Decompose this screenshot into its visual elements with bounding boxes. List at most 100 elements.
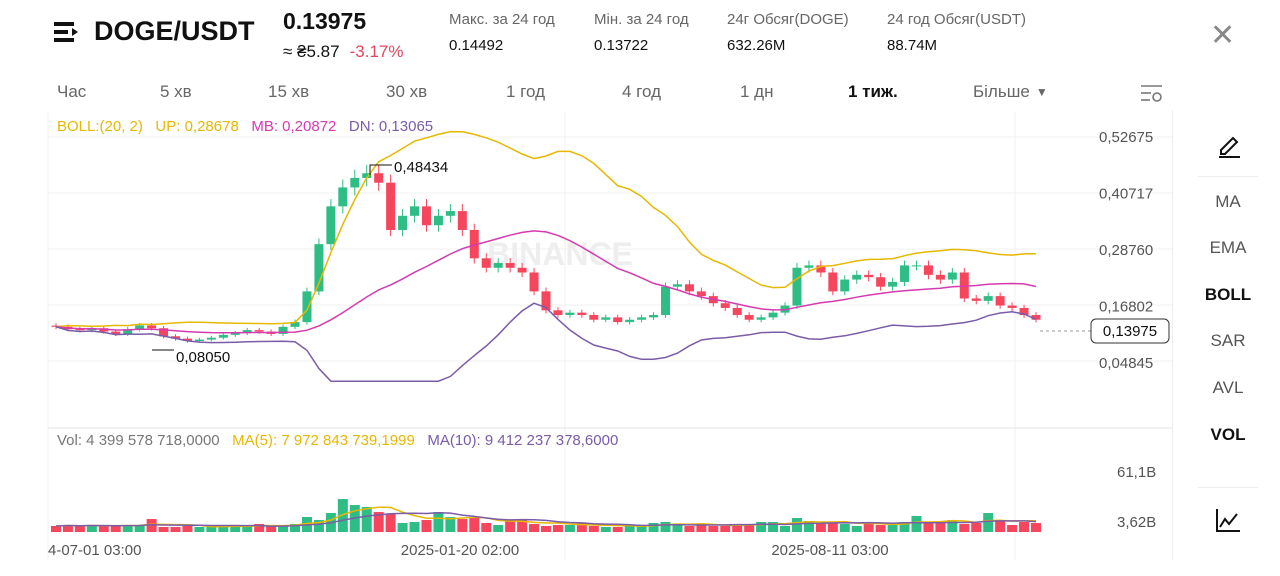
menu-icon <box>54 21 78 42</box>
price-tick-label: 0,40717 <box>1099 186 1153 203</box>
tab-more-label: Більше <box>973 82 1030 101</box>
boll-upper-line <box>55 130 1037 328</box>
volume-bar <box>385 514 396 532</box>
candle <box>159 328 169 337</box>
candle <box>326 206 336 245</box>
fiat-price: ≈ ₴5.87 -3.17% <box>283 42 403 62</box>
volume-bar <box>433 512 444 532</box>
volume-bar <box>74 526 85 532</box>
price-chart[interactable]: BINANCE0,526750,407170,287600,168020,048… <box>0 0 1172 576</box>
volume-bar <box>780 526 791 532</box>
price-tick-label: 0,52675 <box>1099 129 1153 146</box>
candle <box>338 187 348 207</box>
volume-bar <box>361 507 372 532</box>
tab-15m[interactable]: 15 хв <box>268 82 310 101</box>
candle <box>661 286 671 316</box>
volume-bar <box>158 527 169 532</box>
indicator-sar[interactable]: SAR <box>1210 331 1246 350</box>
candle <box>852 274 862 280</box>
volume-bar <box>552 525 563 532</box>
price-tick-label: 0,04845 <box>1099 355 1153 372</box>
time-axis-label: 2025-08-11 03:00 <box>771 542 888 559</box>
tab-time[interactable]: Час <box>57 82 87 101</box>
tab-1h[interactable]: 1 год <box>506 82 546 101</box>
stat-high: Макс. за 24 год 0.14492 <box>449 11 555 54</box>
candle <box>111 331 121 334</box>
volume-bar <box>481 523 492 532</box>
candle <box>135 325 145 330</box>
chart-type-icon[interactable] <box>1215 507 1241 533</box>
sidebar-separator <box>1198 176 1258 177</box>
indicator-boll[interactable]: BOLL <box>1204 285 1252 304</box>
indicator-vol[interactable]: VOL <box>1210 425 1246 444</box>
volume-bar <box>684 526 695 532</box>
candle <box>935 274 945 280</box>
stat-low: Мін. за 24 год 0.13722 <box>594 11 689 54</box>
volume-bar <box>290 524 301 532</box>
tab-more[interactable]: Більше ▼ <box>973 82 1048 102</box>
pencil-icon[interactable] <box>1216 132 1242 158</box>
candle <box>947 272 957 280</box>
candle <box>732 307 742 316</box>
volume-bar <box>1031 523 1041 532</box>
volume-bar <box>863 522 874 532</box>
candle <box>314 244 324 292</box>
candle <box>804 265 814 268</box>
candle <box>123 329 133 334</box>
volume-bar <box>122 525 133 532</box>
volume-bar <box>397 523 408 532</box>
volume-bar <box>648 523 659 532</box>
sidebar-separator <box>1198 487 1258 488</box>
candle <box>649 315 659 318</box>
indicator-ma[interactable]: MA <box>1215 192 1241 211</box>
candle <box>876 277 886 287</box>
candle <box>350 177 360 188</box>
candle <box>720 303 730 308</box>
candle <box>553 310 563 316</box>
volume-bar <box>660 522 671 532</box>
boll-dn-value: DN: 0,13065 <box>348 118 434 135</box>
volume-bar <box>564 525 575 532</box>
volume-bar <box>529 524 540 532</box>
candle <box>792 267 802 306</box>
fiat-value: ≈ ₴5.87 <box>283 42 340 61</box>
volume-bar <box>875 525 886 532</box>
volume-bar <box>995 521 1006 532</box>
volume-bar <box>887 525 898 532</box>
candle <box>1007 305 1017 308</box>
tab-30m[interactable]: 30 хв <box>386 82 428 101</box>
close-icon[interactable]: ✕ <box>1210 19 1236 52</box>
volume-bar <box>935 523 946 532</box>
volume-bar <box>445 517 456 532</box>
volume-bar <box>588 526 599 532</box>
boll-middle-line <box>55 230 1037 334</box>
tab-1w[interactable]: 1 тиж. <box>848 82 898 101</box>
candle <box>1019 307 1029 316</box>
tab-4h[interactable]: 4 год <box>622 82 662 101</box>
volume-bar <box>206 527 217 532</box>
volume-bar <box>493 525 504 532</box>
volume-bar <box>409 522 420 532</box>
candle <box>840 279 850 292</box>
candle <box>672 284 682 287</box>
volume-bar <box>839 524 850 532</box>
candle <box>541 291 551 311</box>
indicator-ema[interactable]: EMA <box>1209 238 1247 257</box>
indicator-avl[interactable]: AVL <box>1212 378 1244 397</box>
stat-vol-usdt: 24 год Обсяг(USDT) 88.74M <box>887 11 1026 54</box>
candle <box>290 322 300 327</box>
volume-bar <box>768 522 779 532</box>
candle <box>362 173 372 178</box>
tab-5m[interactable]: 5 хв <box>160 82 192 101</box>
last-price-label: 0,13975 <box>1103 323 1157 340</box>
candle <box>696 291 706 297</box>
candle <box>756 317 766 320</box>
pair-title[interactable]: DOGE/USDT <box>54 16 255 47</box>
tab-1d[interactable]: 1 дн <box>740 82 774 101</box>
vol-legend: Vol: 4 399 578 718,0000 MA(5): 7 972 843… <box>57 432 618 449</box>
chart-settings-icon[interactable] <box>1140 82 1164 106</box>
candle <box>182 338 192 342</box>
candle <box>457 211 467 230</box>
boll-up-value: UP: 0,28678 <box>155 118 239 135</box>
volume-bar <box>1007 525 1018 532</box>
